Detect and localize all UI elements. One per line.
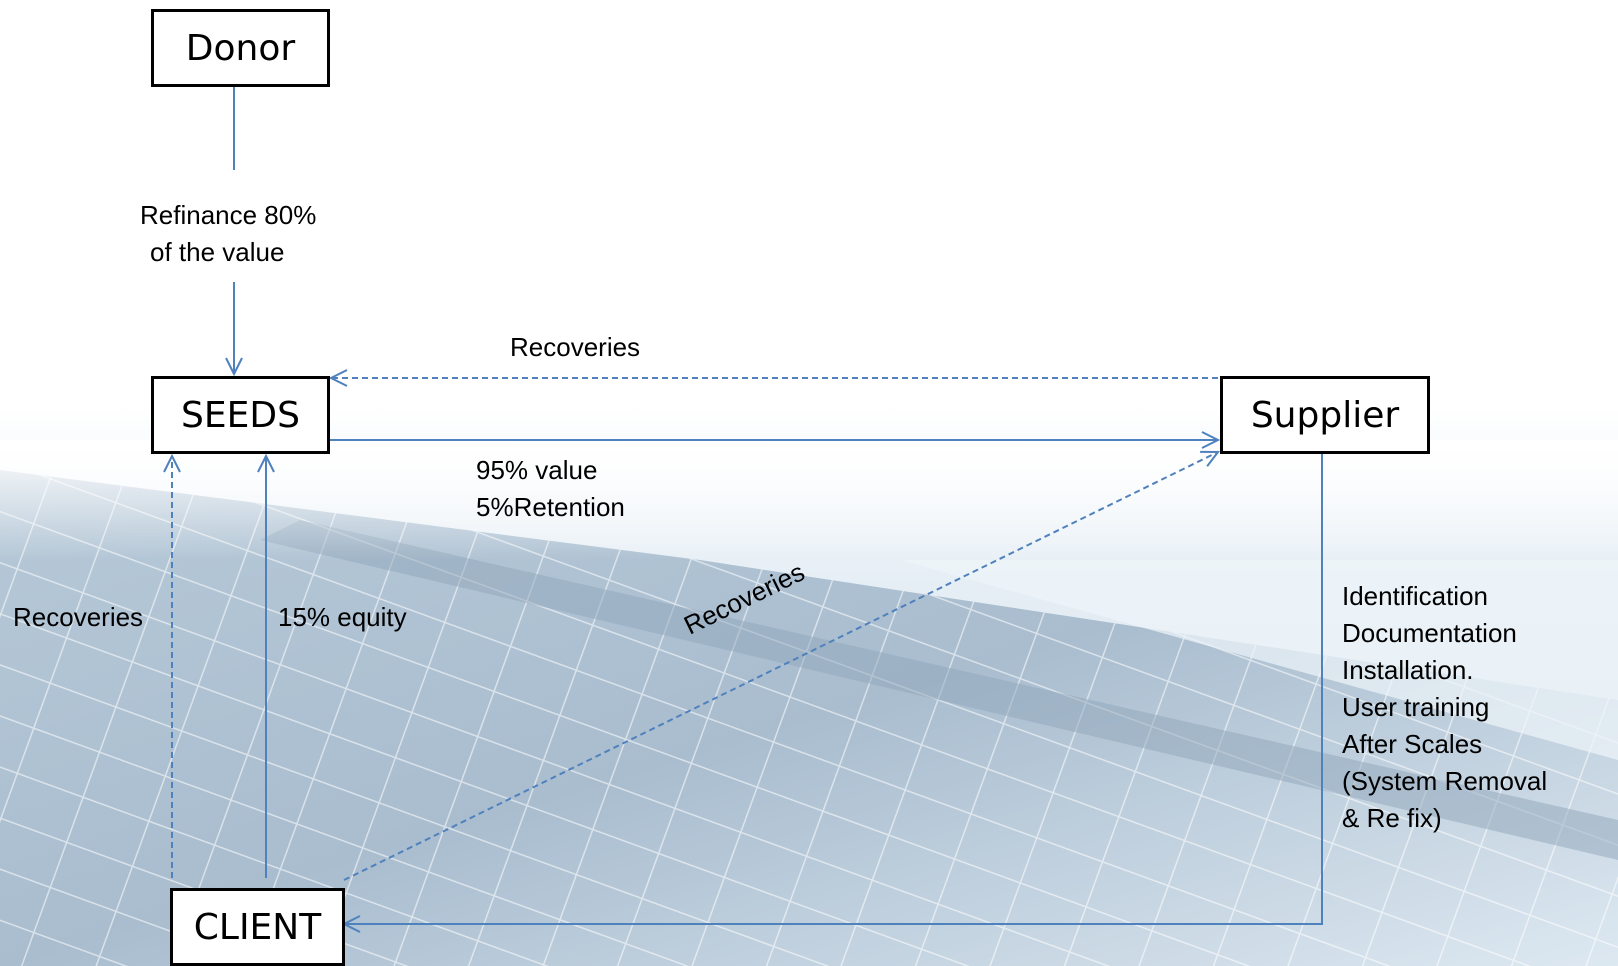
services-line-6: (System Removal (1342, 766, 1548, 796)
services-line-7: & Re fix) (1342, 803, 1442, 833)
equity-label: 15% equity (278, 602, 407, 632)
seeds-node: SEEDS (151, 376, 330, 454)
seeds-to-supplier-label-line-2: 5%Retention (476, 492, 625, 522)
recoveries-supplier-to-seeds-label: Recoveries (510, 332, 641, 362)
services-line-5: After Scales (1342, 729, 1483, 759)
recoveries-client-to-seeds-label: Recoveries (13, 602, 144, 632)
seeds-to-supplier-label-line-1: 95% value (476, 455, 598, 485)
refinance-label-line-1: Refinance 80% (140, 200, 317, 230)
supplier-node: Supplier (1220, 376, 1430, 454)
recoveries-client-to-supplier-arrow (343, 452, 1218, 881)
donor-node: Donor (151, 9, 330, 87)
services-line-2: Documentation (1342, 618, 1517, 648)
client-node: CLIENT (170, 888, 345, 966)
services-line-3: Installation. (1342, 655, 1474, 685)
supplier-to-client-arrow (344, 452, 1323, 924)
services-line-4: User training (1342, 692, 1490, 722)
services-line-1: Identification (1342, 581, 1488, 611)
supplier-services-label: Identification Documentation Installatio… (1342, 578, 1547, 837)
refinance-label-line-2: of the value (150, 237, 285, 267)
refinance-label: Refinance 80% of the value (140, 197, 316, 271)
seeds-to-supplier-label: 95% value 5%Retention (476, 452, 625, 526)
